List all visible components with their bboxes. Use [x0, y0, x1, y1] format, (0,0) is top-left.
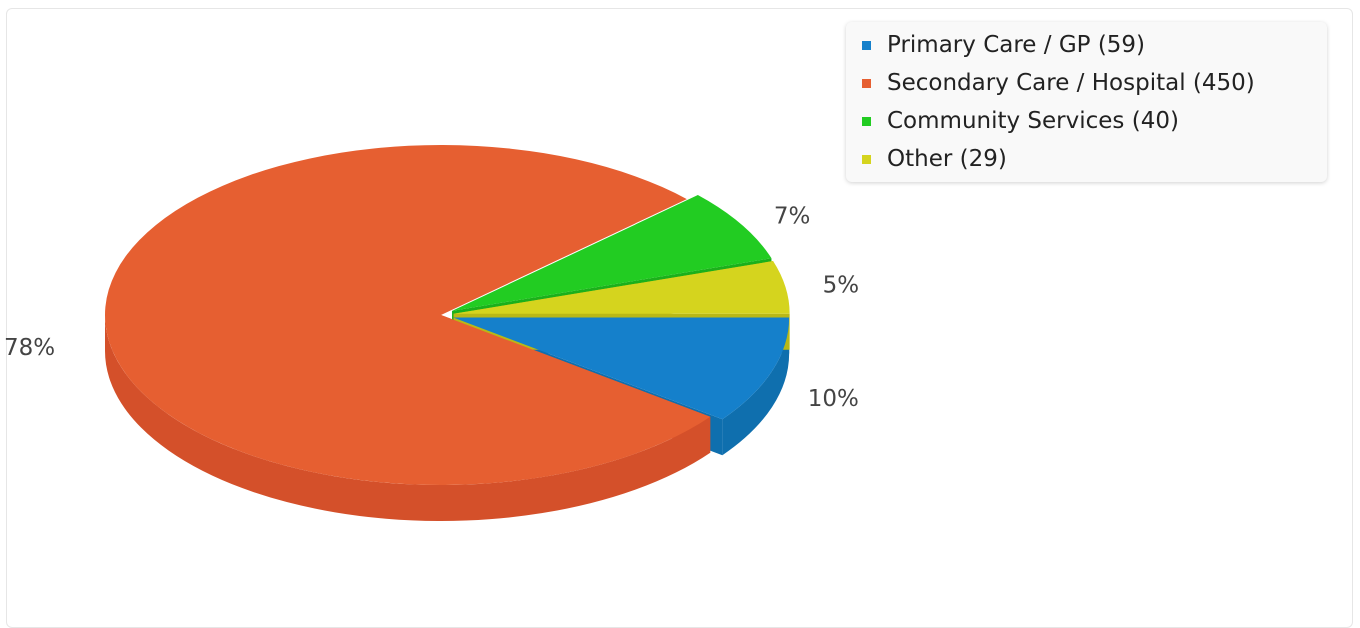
- legend-item-community-services[interactable]: Community Services (40): [862, 102, 1327, 140]
- pie-slice-community-services[interactable]: [452, 195, 772, 311]
- legend-item-secondary-care[interactable]: Secondary Care / Hospital (450): [862, 64, 1327, 102]
- pie-label-primary-care-gp: 10%: [808, 386, 859, 412]
- pie-label-other: 5%: [823, 272, 860, 298]
- legend-swatch-secondary-care: [862, 78, 871, 88]
- pie-slice-primary-care-gp[interactable]: [453, 317, 790, 420]
- legend-label: Primary Care / GP (59): [887, 32, 1146, 58]
- pie-label-secondary-care-hospital: 78%: [4, 335, 55, 361]
- legend-swatch-other: [862, 154, 871, 164]
- chart-legend: Primary Care / GP (59) Secondary Care / …: [846, 22, 1327, 182]
- pie-slice-side-primary-care-gp: [722, 317, 790, 456]
- pie-slice-other[interactable]: [453, 261, 790, 314]
- legend-label: Other (29): [887, 146, 1007, 172]
- legend-swatch-community-services: [862, 116, 871, 126]
- pie-slice-side-secondary-care-hospital: [105, 315, 711, 521]
- pie-slice-secondary-care-hospital[interactable]: [105, 144, 711, 486]
- legend-label: Community Services (40): [887, 108, 1179, 134]
- legend-item-other[interactable]: Other (29): [862, 140, 1327, 178]
- legend-label: Secondary Care / Hospital (450): [887, 70, 1255, 96]
- legend-item-primary-care[interactable]: Primary Care / GP (59): [862, 26, 1327, 64]
- legend-swatch-primary-care: [862, 40, 871, 50]
- pie-label-community-services: 7%: [774, 204, 811, 230]
